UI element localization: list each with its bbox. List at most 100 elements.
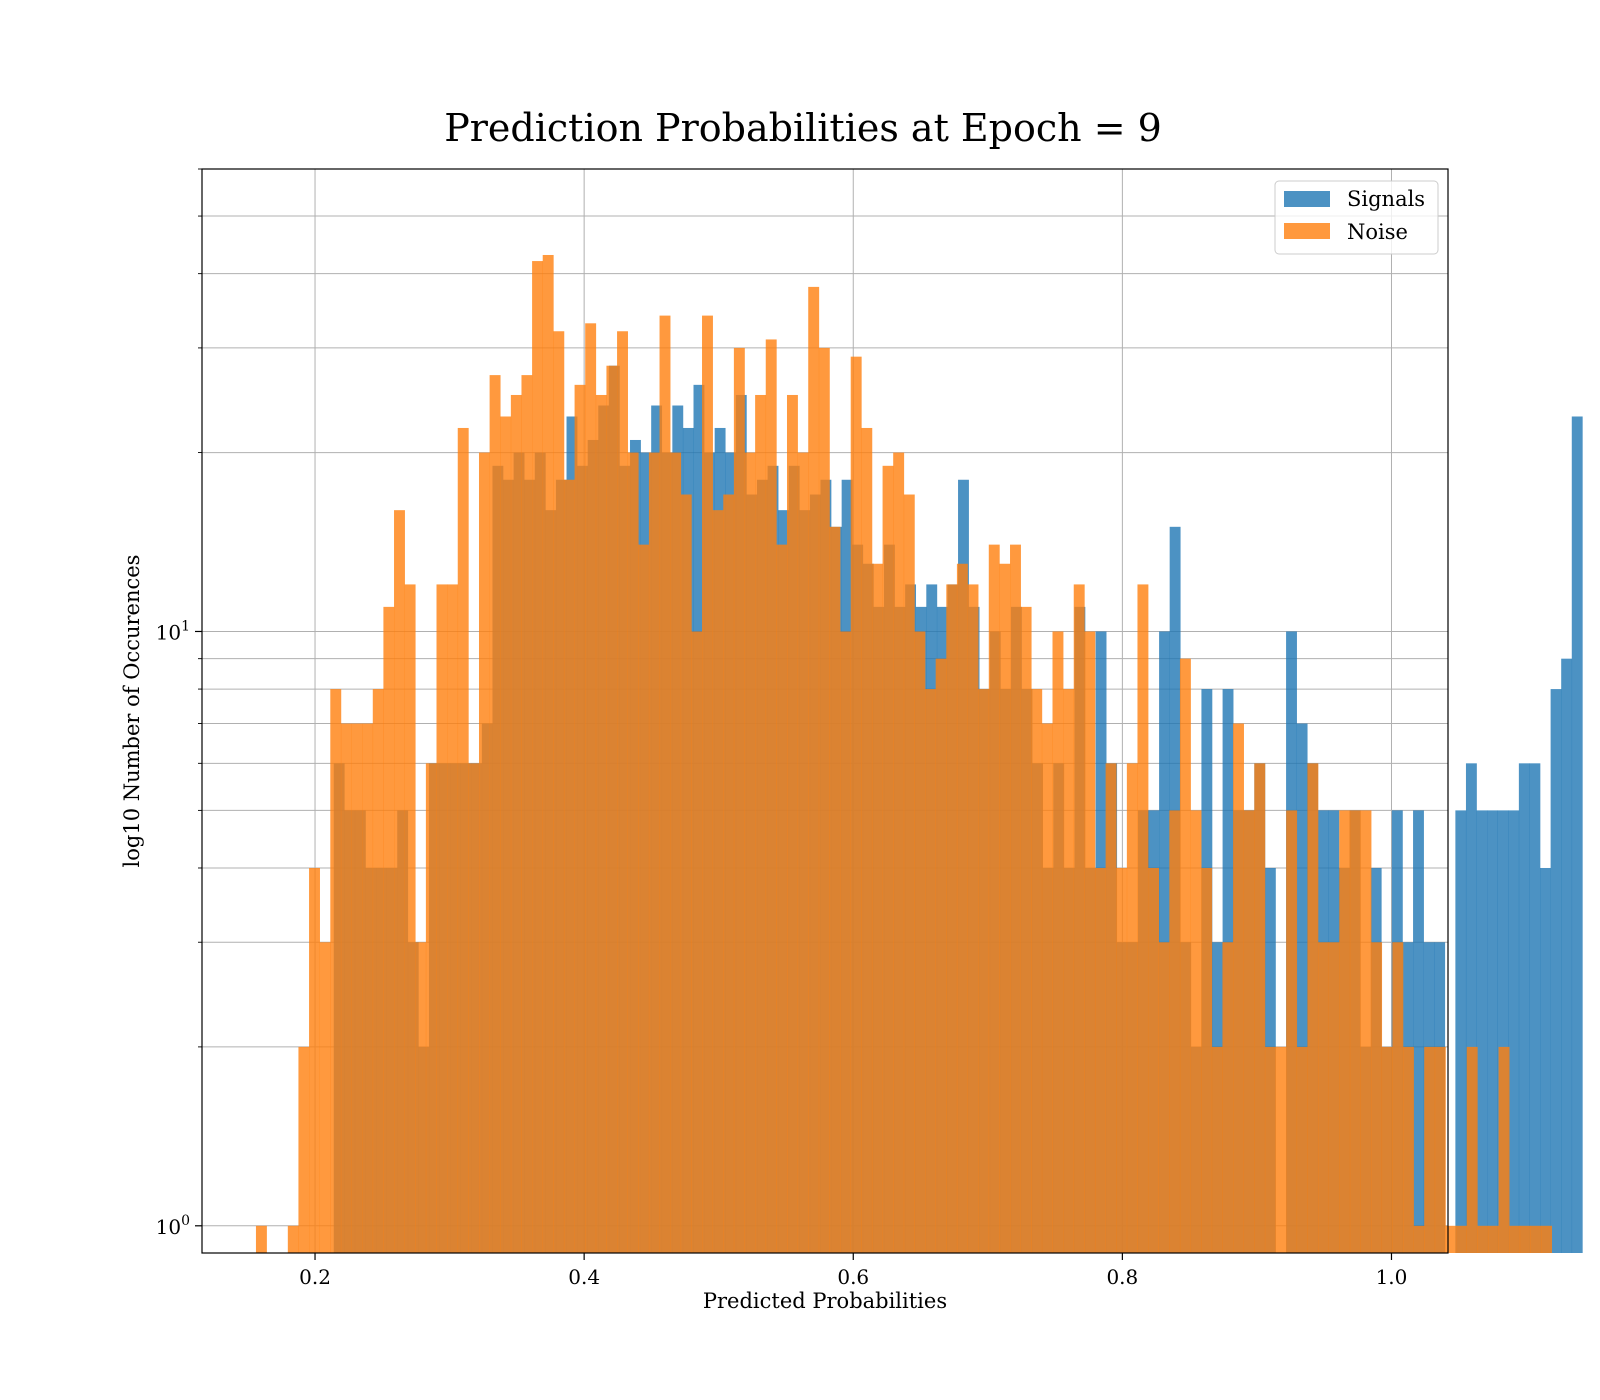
x-tick-label: 0.4 <box>568 1265 600 1289</box>
histogram-bar <box>967 584 979 1253</box>
histogram-bar <box>956 563 968 1253</box>
histogram-bar <box>1296 1046 1308 1253</box>
histogram-bar <box>1126 763 1138 1253</box>
histogram-bar <box>1073 584 1085 1253</box>
histogram-bar <box>638 544 650 1253</box>
histogram-bar <box>1084 631 1096 1253</box>
histogram-bar <box>468 763 480 1253</box>
histogram-bar <box>829 526 841 1253</box>
histogram-bar <box>1402 1046 1414 1253</box>
axis-ticks: 0.2 0.4 0.6 0.8 1.0 100 101 <box>156 168 1408 1289</box>
legend: Signals Noise <box>1274 180 1439 255</box>
x-tick-label: 1.0 <box>1376 1265 1408 1289</box>
histogram-bar <box>988 544 1000 1253</box>
histogram-bar <box>447 584 459 1253</box>
histogram-bar <box>489 375 501 1254</box>
histogram-bar <box>1158 942 1170 1253</box>
histogram-bar <box>1550 689 1562 1253</box>
histogram-bar <box>372 689 384 1253</box>
histogram-bar <box>723 494 735 1253</box>
histogram-bar <box>786 394 798 1253</box>
histogram-bar <box>595 394 607 1253</box>
histogram-bar <box>808 286 820 1253</box>
histogram-bar <box>946 584 958 1253</box>
histogram-bar <box>1487 810 1499 1253</box>
histogram-bar <box>659 315 671 1254</box>
histogram-bar <box>1466 1046 1478 1253</box>
histogram-bar <box>457 427 469 1253</box>
histogram-bar <box>1413 810 1424 1253</box>
histogram-bar <box>1243 810 1255 1253</box>
histogram-bar <box>680 494 692 1253</box>
histogram-bar <box>340 723 352 1253</box>
histogram-bar <box>542 254 554 1254</box>
histogram-bar <box>765 339 777 1254</box>
y-axis-label: log10 Number of Occurences <box>120 555 144 868</box>
histogram-bar <box>1179 658 1191 1253</box>
histogram-bar <box>351 723 363 1253</box>
histogram-bar <box>1540 867 1551 1253</box>
x-tick-label: 0.2 <box>299 1265 331 1289</box>
histogram-bar <box>563 479 575 1253</box>
histogram-bar <box>1020 606 1032 1253</box>
histogram-bar <box>712 510 724 1253</box>
histogram-bar <box>1339 810 1351 1253</box>
histogram-bar <box>330 689 342 1253</box>
histogram-bar <box>255 1225 267 1253</box>
histogram-bar <box>606 365 618 1254</box>
legend-swatch-signals <box>1284 191 1330 207</box>
y-tick-label: 100 <box>156 1213 190 1239</box>
series-noise <box>255 254 1552 1254</box>
histogram-bar <box>1497 810 1509 1253</box>
histogram-bar <box>298 1046 310 1253</box>
histogram-bar <box>553 331 565 1253</box>
histogram-bar <box>648 452 660 1253</box>
histogram-bar <box>436 584 448 1253</box>
histogram-bar <box>425 763 437 1253</box>
chart-title: Prediction Probabilities at Epoch = 9 <box>444 106 1162 150</box>
histogram-bar <box>319 942 331 1253</box>
histogram-bar <box>1296 723 1308 1253</box>
histogram-bar <box>404 584 416 1253</box>
histogram-bar <box>1031 689 1043 1253</box>
bars-layer <box>255 254 1583 1254</box>
histogram-bar <box>1571 416 1583 1254</box>
histogram-bar <box>574 384 586 1253</box>
histogram-bar <box>702 315 713 1254</box>
histogram-bar <box>1105 763 1117 1253</box>
histogram-bar <box>1529 763 1541 1253</box>
histogram-bar <box>1286 810 1298 1253</box>
histogram-bar <box>617 331 628 1253</box>
histogram-bar <box>1148 867 1160 1253</box>
histogram-bar <box>1518 763 1530 1253</box>
histogram-bar <box>840 631 852 1253</box>
histogram-bar <box>1264 1046 1276 1253</box>
histogram-bar <box>500 416 512 1254</box>
histogram-bar <box>1052 631 1064 1253</box>
histogram-bar <box>1211 1046 1223 1253</box>
histogram-bar <box>1487 1225 1499 1253</box>
histogram-bar <box>1561 658 1573 1253</box>
histogram-bar <box>925 689 936 1253</box>
histogram-bar <box>415 942 427 1253</box>
histogram-bar <box>1519 1225 1531 1253</box>
histogram-bar <box>1434 1046 1446 1253</box>
histogram-bar <box>1498 1046 1510 1253</box>
histogram-bar <box>903 494 915 1253</box>
histogram-bar <box>871 563 883 1253</box>
histogram-bar <box>1318 942 1329 1253</box>
histogram-bar <box>1010 544 1021 1253</box>
histogram-bar <box>1116 867 1128 1253</box>
histogram-bar <box>1371 942 1383 1253</box>
histogram-bar <box>861 427 873 1253</box>
histogram-bar <box>521 375 533 1254</box>
legend-label-signals: Signals <box>1347 187 1425 211</box>
histogram-bar <box>1465 763 1477 1253</box>
legend-label-noise: Noise <box>1347 220 1408 244</box>
histogram-bar <box>1275 1046 1287 1253</box>
histogram-bar <box>882 465 894 1253</box>
histogram-bar <box>532 261 544 1253</box>
histogram-bar <box>818 347 830 1254</box>
histogram-bar <box>850 356 862 1253</box>
x-tick-label: 0.8 <box>1106 1265 1138 1289</box>
